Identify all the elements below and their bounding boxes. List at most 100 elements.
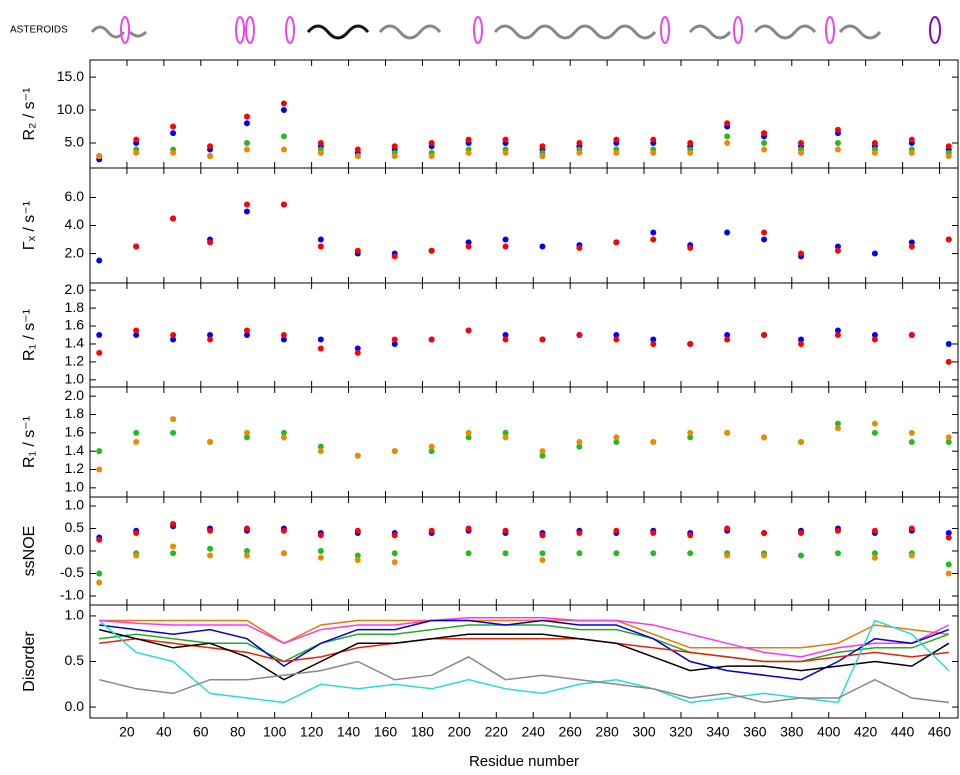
- data-point: [650, 550, 656, 556]
- data-point: [650, 150, 656, 156]
- data-line: [99, 618, 949, 657]
- data-point: [798, 341, 804, 347]
- data-point: [613, 137, 619, 143]
- data-point: [761, 130, 767, 136]
- data-point: [503, 434, 509, 440]
- y-axis-label: ssNOE: [21, 526, 38, 577]
- data-point: [392, 336, 398, 342]
- y-tick-label: 1.4: [65, 442, 85, 458]
- coil: [755, 26, 815, 38]
- y-tick-label: 2.0: [65, 281, 85, 297]
- helix: [930, 17, 940, 43]
- data-point: [96, 350, 102, 356]
- y-tick-label: 1.0: [65, 371, 85, 387]
- data-point: [687, 550, 693, 556]
- x-tick-label: 120: [300, 724, 324, 740]
- data-point: [96, 448, 102, 454]
- plot-frame: [90, 283, 958, 387]
- data-point: [244, 114, 250, 120]
- data-point: [576, 150, 582, 156]
- data-point: [835, 140, 841, 146]
- data-point: [429, 140, 435, 146]
- data-point: [613, 434, 619, 440]
- y-tick-label: 6.0: [65, 188, 85, 204]
- data-point: [724, 120, 730, 126]
- data-point: [539, 153, 545, 159]
- data-point: [133, 430, 139, 436]
- data-point: [946, 237, 952, 243]
- data-point: [96, 537, 102, 543]
- x-tick-label: 100: [263, 724, 287, 740]
- data-point: [429, 336, 435, 342]
- data-point: [650, 439, 656, 445]
- y-axis-label: Γₓ / s⁻¹: [21, 201, 38, 250]
- coil: [690, 26, 730, 38]
- data-point: [133, 150, 139, 156]
- data-point: [503, 150, 509, 156]
- data-point: [909, 137, 915, 143]
- data-point: [946, 535, 952, 541]
- data-point: [909, 150, 915, 156]
- plot-frame: [90, 497, 958, 605]
- data-point: [96, 580, 102, 586]
- data-point: [281, 133, 287, 139]
- y-tick-label: 0.5: [65, 652, 85, 668]
- data-line: [99, 621, 949, 703]
- helix: [121, 17, 129, 43]
- y-tick-label: 1.2: [65, 460, 85, 476]
- data-point: [355, 557, 361, 563]
- data-point: [170, 124, 176, 130]
- data-point: [355, 528, 361, 534]
- data-point: [761, 237, 767, 243]
- data-line: [99, 625, 949, 662]
- y-tick-label: 0.0: [65, 698, 85, 714]
- x-tick-label: 360: [743, 724, 767, 740]
- x-tick-label: 260: [558, 724, 582, 740]
- data-point: [318, 532, 324, 538]
- plot-frame: [90, 60, 958, 168]
- data-point: [872, 150, 878, 156]
- data-point: [392, 532, 398, 538]
- data-point: [835, 550, 841, 556]
- data-point: [687, 341, 693, 347]
- data-point: [170, 416, 176, 422]
- helix: [286, 17, 294, 43]
- coil: [840, 26, 880, 38]
- data-point: [576, 140, 582, 146]
- data-point: [318, 548, 324, 554]
- data-point: [244, 120, 250, 126]
- data-point: [872, 336, 878, 342]
- y-axis-label: R₂ / s⁻¹: [21, 88, 38, 141]
- data-point: [244, 140, 250, 146]
- data-point: [835, 147, 841, 153]
- data-point: [170, 544, 176, 550]
- y-tick-label: 1.6: [65, 317, 85, 333]
- data-point: [724, 140, 730, 146]
- y-tick-label: 1.0: [65, 479, 85, 495]
- data-point: [503, 550, 509, 556]
- x-tick-label: 180: [411, 724, 435, 740]
- data-point: [392, 153, 398, 159]
- data-point: [798, 251, 804, 257]
- data-point: [466, 430, 472, 436]
- data-point: [872, 555, 878, 561]
- data-point: [798, 150, 804, 156]
- y-axis-label: Disorder: [21, 631, 38, 692]
- data-point: [133, 244, 139, 250]
- data-point: [318, 336, 324, 342]
- data-point: [318, 345, 324, 351]
- data-point: [687, 532, 693, 538]
- data-point: [946, 153, 952, 159]
- y-tick-label: 1.0: [65, 607, 85, 623]
- helix: [661, 17, 669, 43]
- coil: [380, 26, 440, 38]
- data-point: [170, 430, 176, 436]
- data-point: [318, 244, 324, 250]
- data-point: [576, 439, 582, 445]
- data-point: [835, 248, 841, 254]
- data-point: [835, 425, 841, 431]
- data-point: [946, 571, 952, 577]
- data-point: [539, 550, 545, 556]
- data-point: [318, 448, 324, 454]
- y-tick-label: -0.5: [60, 564, 84, 580]
